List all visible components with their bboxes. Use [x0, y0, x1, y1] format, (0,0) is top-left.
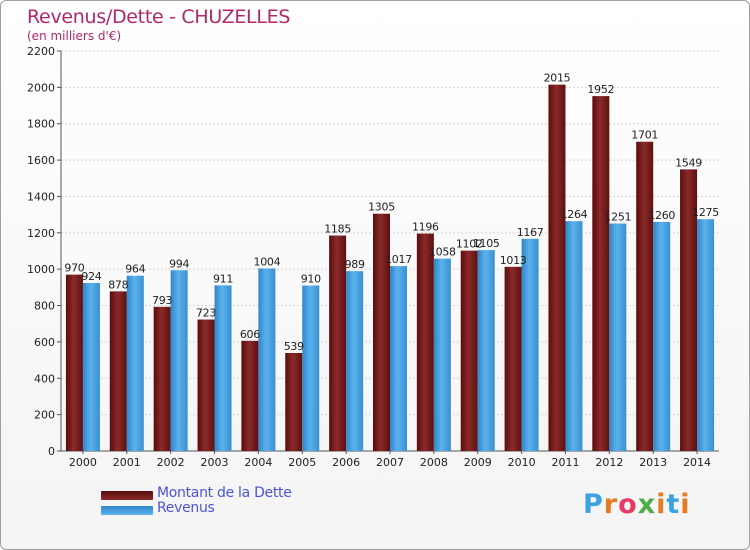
data-label-montant-de-la-dette: 1305: [368, 201, 395, 214]
data-label-montant-de-la-dette: 793: [152, 294, 172, 307]
data-label-montant-de-la-dette: 1102: [456, 238, 483, 251]
x-tick-label: 2000: [69, 456, 97, 469]
legend-item-revenus: Revenus: [101, 500, 361, 517]
bar-montant-de-la-dette: [197, 319, 215, 451]
bar-revenus: [258, 268, 276, 451]
data-label-revenus: 910: [301, 273, 321, 286]
data-label-revenus: 989: [345, 258, 365, 271]
data-label-montant-de-la-dette: 606: [240, 328, 260, 341]
x-tick-label: 2010: [508, 456, 536, 469]
bar-revenus: [477, 250, 495, 451]
y-tick-label: 200: [34, 409, 55, 422]
y-tick-label: 600: [34, 336, 55, 349]
bar-revenus: [697, 219, 715, 451]
data-label-montant-de-la-dette: 1185: [324, 223, 351, 236]
bar-montant-de-la-dette: [285, 353, 303, 451]
data-label-montant-de-la-dette: 1013: [500, 254, 527, 267]
legend: Montant de la Dette Revenus: [101, 485, 361, 517]
data-label-revenus: 1004: [254, 255, 281, 268]
data-label-revenus: 964: [125, 263, 145, 276]
bar-montant-de-la-dette: [416, 233, 434, 451]
chart-subtitle: (en milliers d'€): [27, 29, 122, 43]
y-tick-label: 400: [34, 372, 55, 385]
x-tick-label: 2014: [683, 456, 711, 469]
bar-revenus: [302, 285, 320, 451]
bar-montant-de-la-dette: [329, 235, 347, 451]
data-label-montant-de-la-dette: 1952: [587, 83, 614, 96]
data-label-montant-de-la-dette: 1196: [412, 221, 439, 234]
x-tick-label: 2007: [376, 456, 404, 469]
data-label-revenus: 994: [169, 257, 189, 270]
data-label-revenus: 1017: [385, 253, 412, 266]
data-label-revenus: 1058: [429, 246, 456, 259]
legend-item-debt: Montant de la Dette: [101, 485, 361, 502]
bar-revenus: [565, 221, 583, 451]
data-label-montant-de-la-dette: 878: [108, 278, 128, 291]
data-label-montant-de-la-dette: 723: [196, 307, 216, 320]
y-tick-label: 800: [34, 300, 55, 313]
data-label-revenus: 1251: [604, 211, 631, 224]
bar-revenus: [609, 223, 627, 451]
data-label-revenus: 1275: [692, 206, 719, 219]
bar-revenus: [126, 275, 144, 451]
data-label-montant-de-la-dette: 539: [284, 340, 304, 353]
bar-montant-de-la-dette: [592, 96, 610, 451]
x-tick-label: 2006: [332, 456, 360, 469]
bar-montant-de-la-dette: [504, 266, 522, 451]
x-tick-label: 2001: [113, 456, 141, 469]
proxiti-logo: Proxiti: [583, 489, 691, 520]
data-label-montant-de-la-dette: 970: [64, 262, 84, 275]
bar-montant-de-la-dette: [460, 250, 478, 451]
y-tick-label: 2000: [27, 81, 55, 94]
x-tick-label: 2003: [201, 456, 229, 469]
y-tick-label: 0: [48, 445, 55, 458]
bar-revenus: [390, 266, 407, 451]
legend-swatch-debt: [101, 491, 153, 500]
data-label-revenus: 1167: [517, 226, 544, 239]
bar-revenus: [346, 271, 364, 451]
data-label-revenus: 1264: [561, 208, 588, 221]
data-label-montant-de-la-dette: 1701: [631, 129, 658, 142]
bar-revenus: [82, 283, 100, 451]
x-tick-label: 2009: [464, 456, 492, 469]
legend-swatch-revenus: [101, 506, 153, 515]
bar-montant-de-la-dette: [241, 340, 259, 451]
data-label-montant-de-la-dette: 1549: [675, 156, 702, 169]
x-tick-label: 2011: [551, 456, 579, 469]
bar-montant-de-la-dette: [109, 291, 127, 451]
x-tick-label: 2002: [157, 456, 185, 469]
bar-revenus: [653, 221, 671, 451]
bar-montant-de-la-dette: [65, 274, 83, 451]
y-tick-label: 1400: [27, 190, 55, 203]
data-label-montant-de-la-dette: 2015: [544, 72, 571, 85]
bar-montant-de-la-dette: [373, 213, 390, 451]
y-tick-label: 1800: [27, 118, 55, 131]
data-label-revenus: 1260: [648, 209, 675, 222]
bar-montant-de-la-dette: [680, 169, 698, 451]
y-tick-label: 1600: [27, 154, 55, 167]
chart-title: Revenus/Dette - CHUZELLES: [27, 6, 291, 28]
bar-montant-de-la-dette: [153, 306, 171, 451]
x-tick-label: 2004: [244, 456, 272, 469]
data-label-revenus: 911: [213, 272, 233, 285]
bar-revenus: [433, 258, 451, 451]
x-tick-label: 2012: [595, 456, 623, 469]
bar-montant-de-la-dette: [548, 84, 566, 452]
bar-revenus: [521, 238, 539, 451]
bar-revenus: [170, 270, 188, 451]
legend-label-revenus: Revenus: [157, 500, 215, 516]
bar-montant-de-la-dette: [636, 141, 654, 451]
data-label-revenus: 1105: [473, 237, 500, 250]
y-tick-label: 1000: [27, 263, 55, 276]
x-tick-label: 2005: [288, 456, 316, 469]
bar-revenus: [214, 285, 232, 451]
data-label-revenus: 924: [81, 270, 101, 283]
legend-label-debt: Montant de la Dette: [157, 485, 292, 501]
y-tick-label: 2200: [27, 45, 55, 58]
x-tick-label: 2008: [420, 456, 448, 469]
x-tick-label: 2013: [639, 456, 667, 469]
y-tick-label: 1200: [27, 227, 55, 240]
